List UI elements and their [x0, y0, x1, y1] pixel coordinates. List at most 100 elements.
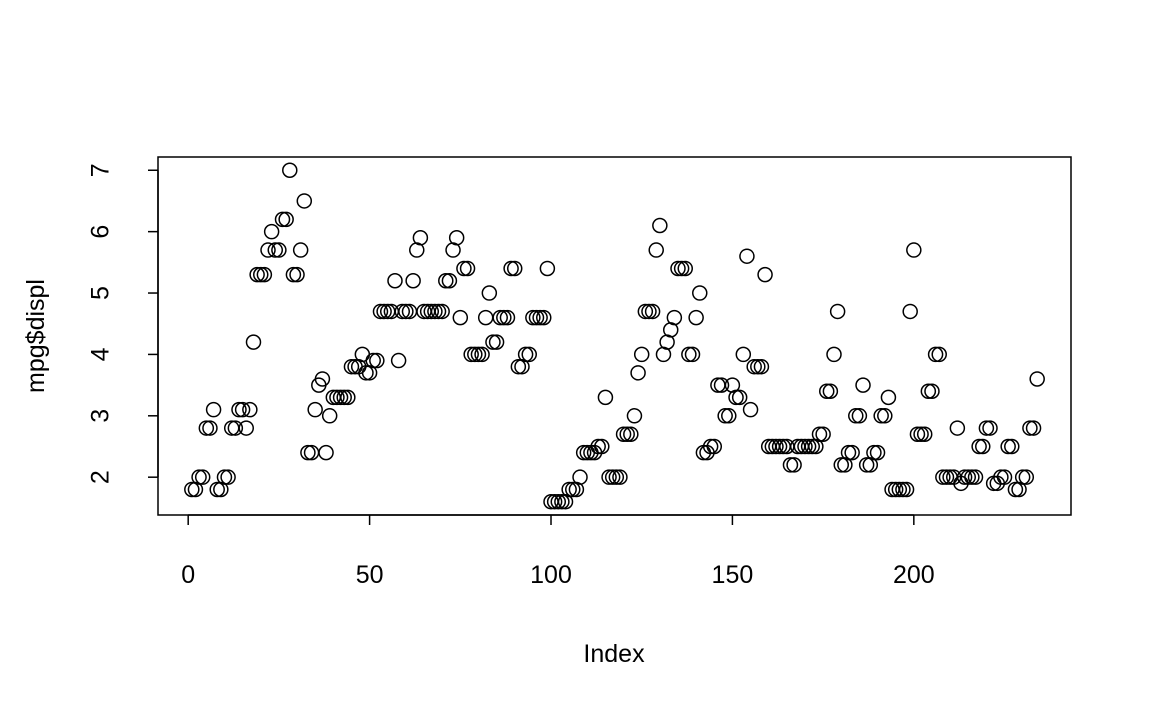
x-tick-label: 100: [530, 561, 572, 589]
point: [441, 273, 458, 289]
point: [492, 309, 508, 326]
point: [303, 444, 320, 461]
point: [412, 230, 429, 246]
point: [717, 408, 733, 424]
point: [427, 303, 443, 320]
point: [739, 248, 755, 264]
point: [768, 438, 784, 455]
point: [249, 266, 265, 283]
point: [354, 346, 371, 363]
point: [637, 303, 654, 320]
point: [456, 260, 472, 277]
point: [851, 408, 868, 424]
point: [935, 469, 951, 485]
point: [1025, 420, 1042, 436]
point: [731, 389, 748, 406]
point: [909, 426, 926, 442]
point: [590, 438, 606, 455]
point: [575, 444, 592, 461]
point: [916, 426, 933, 442]
point: [818, 383, 835, 399]
point: [503, 260, 519, 277]
point: [688, 309, 704, 326]
point: [1029, 371, 1045, 387]
point: [706, 438, 723, 455]
point: [539, 260, 556, 277]
y-tick-label: 3: [87, 409, 115, 423]
point: [561, 481, 577, 498]
point: [920, 383, 937, 399]
point: [608, 469, 625, 485]
point: [895, 481, 911, 498]
y-tick-label: 4: [87, 347, 115, 361]
y-tick-label: 6: [87, 225, 115, 239]
point: [510, 358, 527, 375]
point: [615, 426, 632, 442]
point: [274, 211, 291, 228]
point: [677, 260, 693, 277]
point: [205, 401, 222, 418]
point: [452, 309, 469, 326]
point: [938, 469, 955, 485]
point: [710, 377, 726, 393]
point: [902, 303, 918, 320]
point: [307, 401, 323, 418]
point: [318, 444, 334, 461]
x-tick-label: 0: [181, 561, 195, 589]
point: [191, 469, 207, 485]
point: [858, 457, 875, 473]
point: [844, 444, 860, 461]
point: [387, 273, 403, 289]
point: [891, 481, 908, 498]
point: [1000, 438, 1016, 455]
point: [332, 389, 349, 406]
point: [220, 469, 236, 485]
point: [626, 408, 643, 424]
point: [993, 469, 1009, 485]
point: [971, 438, 987, 455]
point: [242, 401, 258, 418]
point: [804, 438, 820, 455]
point: [996, 469, 1013, 485]
point: [982, 420, 998, 436]
point: [565, 481, 581, 498]
x-tick-label: 50: [356, 561, 384, 589]
point: [833, 457, 850, 473]
point: [329, 389, 345, 406]
point: [728, 389, 744, 406]
point: [506, 260, 523, 277]
x-tick-label: 200: [893, 561, 935, 589]
point: [771, 438, 788, 455]
point: [253, 266, 269, 283]
point: [692, 285, 708, 301]
point: [898, 481, 915, 498]
y-axis-label: mpg$displ: [22, 279, 50, 393]
point: [481, 285, 498, 301]
point: [546, 493, 563, 510]
point: [713, 377, 730, 393]
point: [216, 469, 233, 485]
point: [822, 383, 839, 399]
point: [343, 358, 360, 375]
point: [521, 346, 537, 363]
point: [202, 420, 218, 436]
point: [256, 266, 273, 283]
point: [300, 444, 316, 461]
point: [390, 352, 407, 369]
point: [670, 260, 686, 277]
point: [467, 346, 483, 363]
point: [314, 371, 331, 387]
point: [271, 242, 287, 258]
point: [873, 408, 889, 424]
point: [499, 309, 516, 326]
point: [877, 408, 893, 424]
point: [652, 217, 668, 234]
point: [673, 260, 690, 277]
point: [477, 309, 494, 326]
point: [485, 334, 501, 350]
point: [746, 358, 762, 375]
point: [848, 408, 864, 424]
point: [594, 438, 610, 455]
point: [956, 469, 973, 485]
